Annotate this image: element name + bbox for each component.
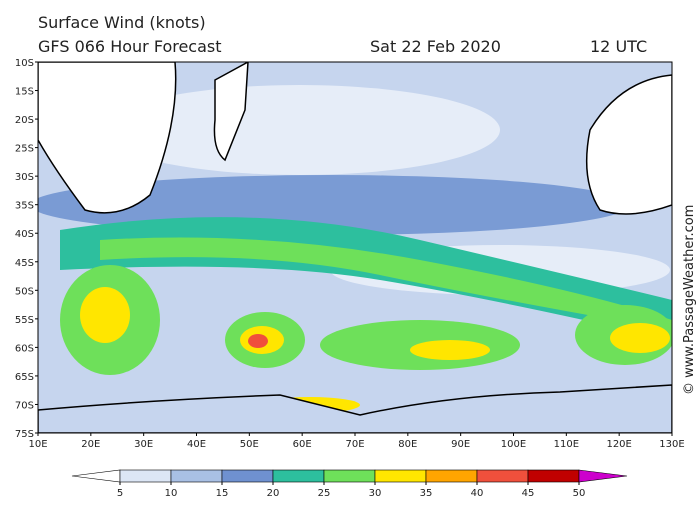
lat-label: 60S (15, 343, 34, 354)
lon-label: 50E (240, 439, 259, 450)
lon-label: 110E (554, 439, 579, 450)
lat-label: 15S (15, 87, 34, 98)
colorbar-label: 5 (117, 488, 123, 499)
colorbar-swatch (476, 469, 529, 483)
lon-label: 30E (134, 439, 153, 450)
lon-label: 60E (293, 439, 312, 450)
colorbar-swatch (170, 469, 223, 483)
colorbar-swatch (221, 469, 274, 483)
lon-label: 80E (398, 439, 417, 450)
lat-label: 50S (15, 286, 34, 297)
lon-label: 20E (81, 439, 100, 450)
colorbar-swatch (425, 469, 478, 483)
lat-label: 65S (15, 372, 34, 383)
colorbar-arrow (71, 469, 121, 483)
model-label: GFS 066 Hour Forecast (38, 37, 222, 56)
time-label: 12 UTC (590, 37, 647, 56)
lat-label: 20S (15, 115, 34, 126)
map-area (37, 61, 673, 434)
colorbar-label: 45 (522, 488, 535, 499)
colorbar-swatch (527, 469, 580, 483)
lat-label: 40S (15, 229, 34, 240)
colorbar-label: 20 (267, 488, 280, 499)
colorbar-arrow (578, 469, 628, 483)
lat-label: 55S (15, 315, 34, 326)
colorbar-label: 40 (471, 488, 484, 499)
colorbar-label: 15 (216, 488, 229, 499)
colorbar-label: 25 (318, 488, 331, 499)
colorbar-label: 35 (420, 488, 433, 499)
lat-label: 70S (15, 400, 34, 411)
colorbar-swatch (119, 469, 172, 483)
lat-label: 75S (15, 429, 34, 440)
title: Surface Wind (knots) (38, 13, 206, 32)
lon-label: 40E (187, 439, 206, 450)
lon-label: 120E (606, 439, 631, 450)
colorbar-label: 10 (165, 488, 178, 499)
lon-label: 130E (659, 439, 684, 450)
colorbar-swatch (374, 469, 427, 483)
lat-label: 45S (15, 258, 34, 269)
date-label: Sat 22 Feb 2020 (370, 37, 501, 56)
colorbar-swatch (272, 469, 325, 483)
lat-label: 30S (15, 172, 34, 183)
colorbar-label: 50 (573, 488, 586, 499)
lon-label: 70E (345, 439, 364, 450)
lon-label: 90E (451, 439, 470, 450)
colorbar-label: 30 (369, 488, 382, 499)
lat-label: 25S (15, 144, 34, 155)
colorbar-swatch (323, 469, 376, 483)
lon-label: 10E (28, 439, 47, 450)
watermark: © www.PassageWeather.com (682, 205, 697, 395)
lat-label: 10S (15, 58, 34, 69)
lat-label: 35S (15, 201, 34, 212)
lon-label: 100E (501, 439, 526, 450)
